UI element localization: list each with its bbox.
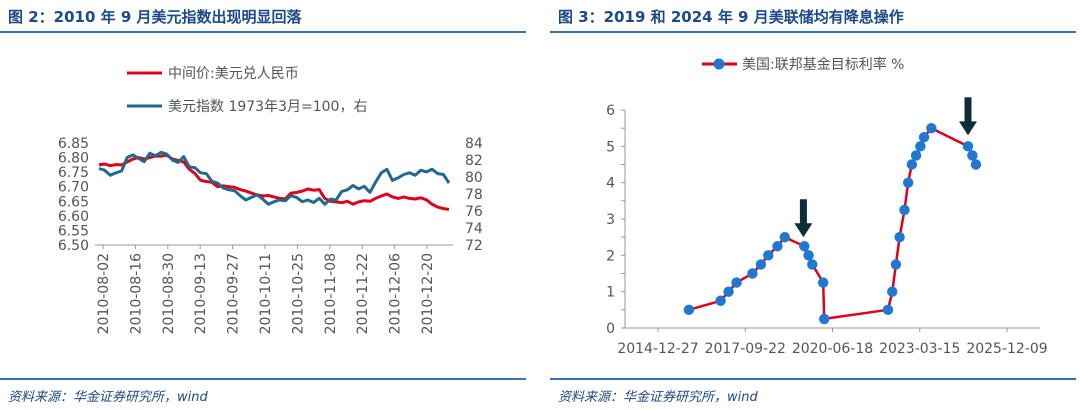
rate-point [894, 231, 905, 243]
rate-point [890, 259, 902, 270]
rate-point [910, 150, 922, 161]
left-y-tick-label: 6.60 [58, 209, 89, 225]
rate-point [747, 268, 758, 279]
rate-point [918, 132, 930, 143]
left-x-tick-label: 2010-12-06 [388, 253, 404, 334]
rate-point [803, 250, 814, 261]
left-x-tick-label: 2010-09-13 [193, 253, 209, 334]
left-x-tick-label: 2010-11-08 [323, 253, 339, 334]
right-bottom-rule [550, 378, 1076, 380]
left-x-tick-label: 2010-10-11 [258, 253, 274, 334]
right-y-tick-label: 5 [606, 139, 615, 155]
rate-point [962, 141, 974, 152]
rate-point [970, 159, 982, 170]
down-arrow-icon [794, 199, 813, 238]
right-y-tick-label: 76 [465, 204, 483, 220]
right-y-tick-label: 0 [606, 321, 615, 337]
series-line-2 [98, 150, 451, 206]
right-y-tick-label: 1 [606, 285, 615, 301]
right-y-tick-label: 78 [465, 187, 483, 203]
rate-point [723, 286, 734, 297]
rate-point [779, 231, 790, 243]
right-y-tick-label: 2 [606, 248, 615, 264]
left-x-tick-label: 2010-12-20 [420, 253, 436, 334]
left-x-tick-label: 2010-08-02 [96, 253, 112, 334]
left-top-rule [0, 31, 526, 33]
rate-point [817, 277, 829, 288]
left-x-tick-label: 2010-11-22 [355, 253, 371, 334]
rate-point [819, 313, 830, 325]
right-x-tick-label: 2014-12-27 [617, 341, 698, 357]
left-panel: 图 2：2010 年 9 月美元指数出现明显回落 中间价:美元兑人民币美元指数 … [0, 0, 530, 410]
left-x-tick-label: 2010-08-30 [161, 253, 177, 334]
left-y-tick-label: 6.55 [58, 223, 89, 239]
rate-point [715, 295, 726, 306]
right-source-note: 资料来源：华金证券研究所，wind [558, 390, 758, 405]
rate-point [887, 286, 898, 297]
rate-point [807, 259, 818, 270]
right-x-tick-label: 2017-09-22 [705, 341, 786, 357]
right-y-tick-label: 3 [606, 212, 615, 228]
left-y-tick-label: 6.85 [58, 136, 89, 152]
legend-marker [713, 58, 725, 70]
right-y-tick-label: 74 [465, 221, 483, 237]
right-top-rule [550, 31, 1076, 33]
right-y-tick-label: 4 [606, 176, 615, 192]
rate-point [926, 122, 937, 134]
right-y-tick-label: 6 [606, 103, 615, 119]
left-y-tick-label: 6.65 [58, 194, 89, 210]
right-x-tick-label: 2023-03-15 [879, 341, 960, 357]
right-y-tick-label: 82 [465, 153, 483, 169]
legend-label-1: 中间价:美元兑人民币 [168, 66, 299, 82]
left-x-tick-label: 2010-10-25 [290, 253, 306, 334]
left-y-tick-label: 6.50 [58, 238, 89, 254]
rate-point [731, 277, 742, 288]
left-y-tick-label: 6.70 [58, 180, 89, 196]
right-panel: 图 3：2019 和 2024 年 9 月美联储均有降息操作 美国:联邦基金目标… [550, 0, 1080, 410]
right-chart-title: 图 3：2019 和 2024 年 9 月美联储均有降息操作 [558, 8, 904, 26]
rate-point [906, 159, 918, 170]
rate-point [882, 304, 894, 316]
rate-point [683, 304, 695, 316]
right-y-tick-label: 84 [465, 136, 483, 152]
left-y-tick-label: 6.75 [58, 165, 89, 181]
right-x-tick-label: 2025-12-09 [966, 341, 1047, 357]
right-x-tick-label: 2020-06-18 [792, 341, 873, 357]
left-chart-title: 图 2：2010 年 9 月美元指数出现明显回落 [8, 8, 302, 26]
rate-point [899, 204, 910, 216]
rate-point [915, 141, 926, 152]
right-y-tick-label: 72 [465, 238, 483, 254]
left-x-tick-label: 2010-09-27 [226, 253, 242, 334]
right-y-tick-label: 80 [465, 170, 483, 186]
left-y-tick-label: 6.80 [58, 151, 89, 167]
legend-label-2: 美元指数 1973年3月=100，右 [168, 99, 367, 115]
rate-point [755, 259, 767, 270]
left-source-note: 资料来源：华金证券研究所，wind [8, 390, 208, 405]
rate-point [772, 241, 783, 252]
right-chart: 美国:联邦基金目标利率 % 0 1 2 3 4 5 6 2014-12-27 2017-09-22… [606, 56, 1048, 357]
down-arrow-icon [958, 97, 977, 136]
left-bottom-rule [0, 378, 526, 380]
rate-point [799, 241, 810, 252]
legend-label: 美国:联邦基金目标利率 % [742, 56, 904, 73]
left-x-tick-label: 2010-08-16 [128, 253, 144, 334]
rate-point [967, 150, 978, 161]
rate-point [902, 177, 914, 188]
rate-point [763, 250, 774, 261]
